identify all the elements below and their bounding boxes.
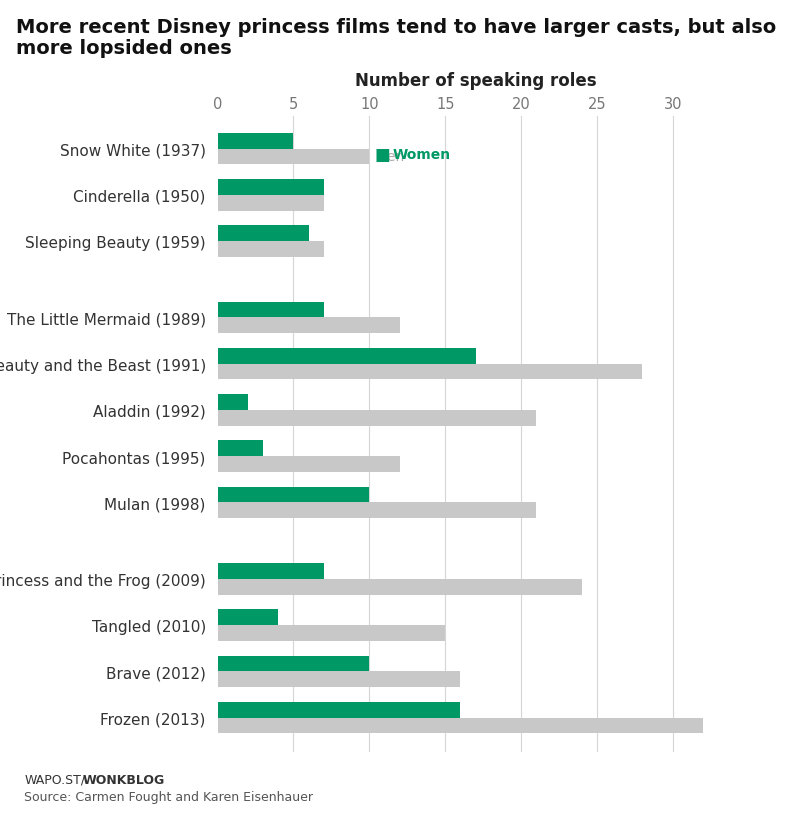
Text: WAPO.ST/: WAPO.ST/ <box>24 772 85 786</box>
Bar <box>218 318 400 334</box>
Bar <box>218 487 369 503</box>
Bar <box>218 503 536 518</box>
Bar <box>218 671 460 687</box>
Bar <box>218 180 324 196</box>
Bar <box>218 441 263 456</box>
Bar <box>218 563 324 579</box>
Bar <box>218 655 369 671</box>
Bar <box>218 303 324 318</box>
Bar <box>218 196 324 212</box>
Bar <box>218 349 476 364</box>
Bar <box>218 150 369 165</box>
Text: WONKBLOG: WONKBLOG <box>83 772 165 786</box>
Bar <box>218 609 278 625</box>
Bar <box>218 702 460 718</box>
Bar <box>218 456 400 472</box>
Text: Men: Men <box>376 150 405 164</box>
Bar <box>218 579 582 595</box>
Bar <box>218 410 536 426</box>
Text: Source: Carmen Fought and Karen Eisenhauer: Source: Carmen Fought and Karen Eisenhau… <box>24 789 314 803</box>
Text: ■: ■ <box>375 145 390 164</box>
Bar <box>218 625 445 641</box>
Text: More recent Disney princess films tend to have larger casts, but also: More recent Disney princess films tend t… <box>16 18 776 38</box>
Text: Women: Women <box>392 147 451 161</box>
Text: more lopsided ones: more lopsided ones <box>16 38 232 58</box>
X-axis label: Number of speaking roles: Number of speaking roles <box>355 72 596 90</box>
Bar <box>218 718 703 733</box>
Bar <box>218 226 309 242</box>
Bar <box>218 134 293 150</box>
Bar <box>218 364 642 380</box>
Bar <box>218 395 248 410</box>
Bar <box>218 242 324 257</box>
